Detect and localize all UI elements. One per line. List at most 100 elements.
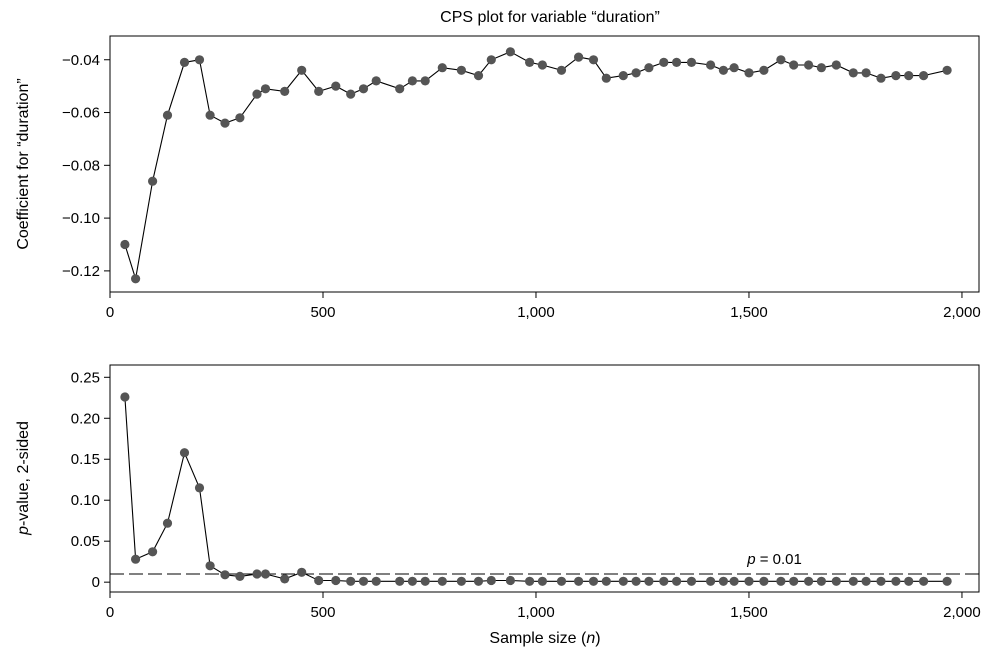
top-data-point <box>194 55 205 65</box>
bottom-data-point <box>456 576 466 586</box>
top-series-points <box>120 47 952 284</box>
top-data-point <box>220 118 230 128</box>
bottom-x-tick-label: 0 <box>106 604 114 621</box>
bottom-series-line <box>124 396 948 582</box>
bottom-plot-frame <box>109 364 980 593</box>
top-data-point <box>744 68 754 78</box>
bottom-data-point <box>588 576 599 586</box>
top-x-tick-label: 0 <box>106 304 114 321</box>
top-y-axis: −0.12 −0.10 −0.08 −0.06 −0.04 <box>62 52 110 280</box>
top-data-point <box>919 71 929 81</box>
top-data-point <box>876 73 886 83</box>
top-data-point <box>706 60 716 70</box>
top-data-point <box>358 84 369 94</box>
bottom-data-point <box>371 576 381 586</box>
top-data-point <box>297 65 307 75</box>
top-data-point <box>861 68 871 78</box>
reference-line-label-italic: p <box>746 551 755 568</box>
top-data-point <box>260 84 271 94</box>
top-y-tick-label: −0.10 <box>62 210 100 227</box>
top-data-point <box>848 68 858 78</box>
bottom-data-point <box>235 571 245 582</box>
bottom-y-axis-title-rest: -value, 2-sided <box>15 421 32 526</box>
bottom-data-point <box>574 576 584 586</box>
bottom-y-axis: 0 0.05 0.10 0.15 0.20 0.25 <box>71 369 110 591</box>
bottom-data-point <box>420 576 430 586</box>
bottom-data-point <box>486 575 496 586</box>
top-x-tick-label: 1,500 <box>730 304 768 321</box>
bottom-data-point <box>314 575 324 586</box>
top-data-point <box>904 71 914 81</box>
top-y-tick-label: −0.06 <box>62 105 100 122</box>
bottom-data-point <box>659 576 669 586</box>
bottom-x-tick-label: 2,000 <box>943 604 981 621</box>
top-data-point <box>162 110 173 120</box>
top-data-point <box>942 65 952 75</box>
top-data-point <box>644 63 654 73</box>
top-data-point <box>525 57 535 67</box>
top-data-point <box>314 86 324 96</box>
bottom-data-point <box>618 576 628 586</box>
top-y-tick-label: −0.08 <box>62 157 100 174</box>
top-data-point <box>280 86 290 96</box>
top-data-point <box>686 57 697 67</box>
top-x-tick-label: 2,000 <box>943 304 981 321</box>
top-data-point <box>371 76 381 86</box>
top-plot-frame <box>109 35 980 293</box>
bottom-data-point <box>505 575 515 586</box>
bottom-data-point <box>891 576 901 586</box>
top-data-point <box>456 65 466 75</box>
bottom-x-tick-label: 1,000 <box>517 604 555 621</box>
bottom-data-point <box>816 576 827 586</box>
bottom-data-point <box>525 576 535 586</box>
top-data-point <box>407 76 417 86</box>
bottom-data-point <box>437 576 447 586</box>
bottom-y-tick-label: 0.05 <box>71 533 100 550</box>
bottom-data-point <box>601 576 611 586</box>
bottom-data-point <box>346 576 356 586</box>
x-axis-title-post: ) <box>595 630 600 647</box>
bottom-data-point <box>556 576 567 586</box>
bottom-data-point <box>718 576 729 586</box>
top-data-point <box>659 57 669 67</box>
bottom-data-point <box>804 576 814 586</box>
bottom-data-point <box>473 576 484 586</box>
bottom-x-axis: 0 500 1,000 1,500 2,000 <box>106 592 981 621</box>
top-data-point <box>816 63 827 73</box>
top-data-point <box>729 63 739 73</box>
top-data-point <box>831 60 841 70</box>
top-data-point <box>505 47 515 57</box>
bottom-data-point <box>205 561 215 571</box>
bottom-data-point <box>848 576 858 586</box>
bottom-y-tick-label: 0.25 <box>71 369 100 386</box>
bottom-data-point <box>644 576 654 586</box>
bottom-series-points <box>120 392 952 586</box>
bottom-data-point <box>297 567 307 577</box>
bottom-data-point <box>759 576 769 586</box>
bottom-y-axis-title: p-value, 2-sided <box>15 421 32 536</box>
bottom-y-tick-label: 0 <box>92 574 100 591</box>
top-data-point <box>420 76 430 86</box>
x-axis-title: Sample size (n) <box>489 630 600 647</box>
top-data-point <box>601 73 611 83</box>
top-data-point <box>718 65 729 75</box>
bottom-data-point <box>789 576 799 586</box>
bottom-y-tick-label: 0.15 <box>71 451 100 468</box>
bottom-data-point <box>260 569 271 579</box>
top-data-point <box>120 239 130 250</box>
bottom-data-point <box>252 569 262 579</box>
top-data-point <box>759 65 769 75</box>
bottom-data-point <box>876 576 886 586</box>
top-data-point <box>486 55 496 65</box>
top-data-point <box>672 57 682 67</box>
bottom-data-point <box>672 576 682 586</box>
bottom-data-point <box>120 392 130 402</box>
bottom-data-point <box>194 483 205 493</box>
bottom-data-point <box>407 576 417 586</box>
top-data-point <box>776 55 786 65</box>
bottom-data-point <box>942 576 952 586</box>
top-data-point <box>437 63 447 73</box>
bottom-data-point <box>904 576 914 586</box>
bottom-data-point <box>537 576 548 586</box>
top-x-tick-label: 500 <box>310 304 335 321</box>
